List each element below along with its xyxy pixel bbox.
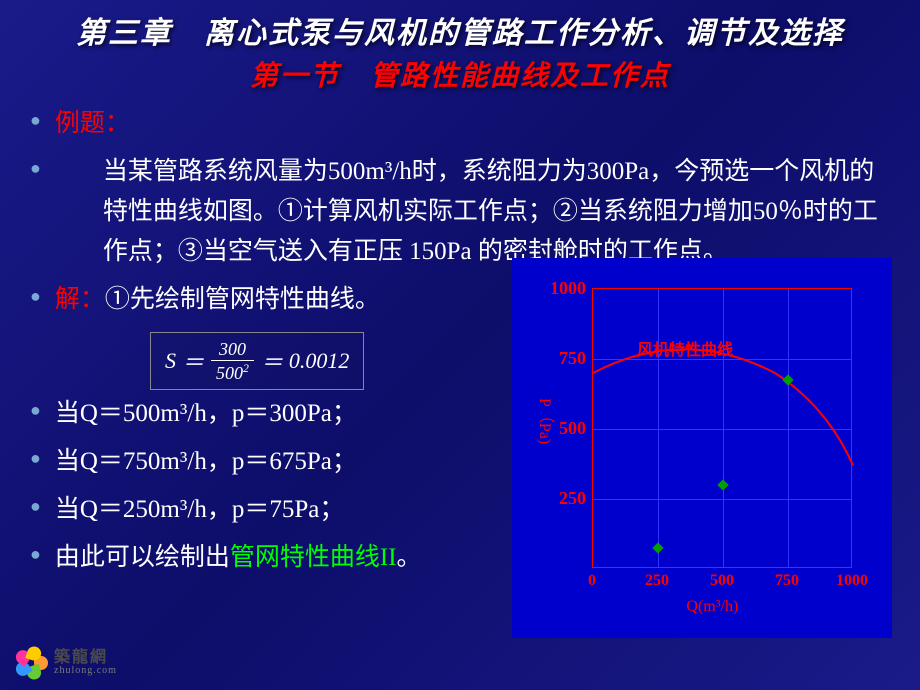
bullet-icon: ● bbox=[30, 158, 41, 179]
y-tick-label: 750 bbox=[526, 348, 586, 369]
data-line-2: ● 当Q＝750m³/h，p＝675Pa； bbox=[30, 442, 520, 482]
bullet-icon: ● bbox=[30, 448, 41, 469]
formula-box: S ＝ 300 5002 ＝ 0.0012 bbox=[150, 332, 364, 390]
conclusion-line: ● 由此可以绘制出管网特性曲线II。 bbox=[30, 538, 520, 578]
formula-fraction: 300 5002 bbox=[210, 339, 255, 383]
conclusion-green: 管网特性曲线II bbox=[230, 544, 397, 571]
data-line-1: ● 当Q＝500m³/h，p＝300Pa； bbox=[30, 394, 520, 434]
formula-lhs: S bbox=[165, 348, 176, 374]
bullet-icon: ● bbox=[30, 110, 41, 131]
logo-en: zhulong.com bbox=[54, 666, 117, 676]
data-text-2: 当Q＝750m³/h，p＝675Pa； bbox=[55, 442, 520, 482]
conclusion-suffix: 。 bbox=[397, 544, 422, 571]
logo-text: 築龍網 zhulong.com bbox=[54, 650, 117, 676]
formula-eq1: ＝ bbox=[182, 345, 204, 377]
plot-area bbox=[592, 288, 852, 568]
formula-eq2: ＝ bbox=[261, 345, 283, 377]
bullet-icon: ● bbox=[30, 496, 41, 517]
solution-step1: ①先绘制管网特性曲线。 bbox=[105, 286, 380, 313]
chart: 风机特性曲线 P（Pa) Q(m³/h) 2505007501000 02505… bbox=[522, 268, 882, 628]
solution-text: 解：①先绘制管网特性曲线。 bbox=[55, 280, 520, 320]
fan-curve bbox=[593, 289, 853, 569]
chart-container: 风机特性曲线 P（Pa) Q(m³/h) 2505007501000 02505… bbox=[512, 258, 892, 638]
y-tick-label: 500 bbox=[526, 418, 586, 439]
bullet-icon: ● bbox=[30, 544, 41, 565]
data-line-3: ● 当Q＝250m³/h，p＝75Pa； bbox=[30, 490, 520, 530]
x-axis-title: Q(m³/h) bbox=[686, 598, 738, 616]
formula-result: 0.0012 bbox=[289, 348, 350, 374]
problem-text: 当某管路系统风量为500m³/h时，系统阻力为300Pa，今预选一个风机的特性曲… bbox=[55, 152, 890, 272]
formula: S ＝ 300 5002 ＝ 0.0012 bbox=[165, 339, 349, 383]
chapter-title: 第三章 离心式泵与风机的管路工作分析、调节及选择 bbox=[30, 8, 890, 52]
solution-line: ● 解：①先绘制管网特性曲线。 bbox=[30, 280, 520, 320]
x-tick-label: 750 bbox=[775, 572, 799, 590]
formula-numerator: 300 bbox=[211, 339, 254, 361]
solution-label: 解： bbox=[55, 286, 105, 313]
curve-label: 风机特性曲线 bbox=[637, 336, 733, 360]
logo-cn: 築龍網 bbox=[54, 650, 117, 666]
logo-icon bbox=[14, 646, 48, 680]
bullet-icon: ● bbox=[30, 286, 41, 307]
y-tick-label: 250 bbox=[526, 488, 586, 509]
bullet-icon: ● bbox=[30, 400, 41, 421]
x-tick-label: 250 bbox=[645, 572, 669, 590]
data-text-3: 当Q＝250m³/h，p＝75Pa； bbox=[55, 490, 520, 530]
example-heading: ● 例题： bbox=[30, 104, 890, 144]
example-label: 例题： bbox=[55, 104, 890, 144]
data-text-1: 当Q＝500m³/h，p＝300Pa； bbox=[55, 394, 520, 434]
conclusion-prefix: 由此可以绘制出 bbox=[55, 544, 230, 571]
x-tick-label: 1000 bbox=[836, 572, 868, 590]
formula-denominator: 5002 bbox=[210, 361, 255, 383]
conclusion-text: 由此可以绘制出管网特性曲线II。 bbox=[55, 538, 520, 578]
y-tick-label: 1000 bbox=[526, 278, 586, 299]
problem-statement: ● 当某管路系统风量为500m³/h时，系统阻力为300Pa，今预选一个风机的特… bbox=[30, 152, 890, 272]
section-title: 第一节 管路性能曲线及工作点 bbox=[30, 54, 890, 94]
x-tick-label: 0 bbox=[588, 572, 596, 590]
slide: 第三章 离心式泵与风机的管路工作分析、调节及选择 第一节 管路性能曲线及工作点 … bbox=[0, 0, 920, 690]
x-tick-label: 500 bbox=[710, 572, 734, 590]
logo: 築龍網 zhulong.com bbox=[14, 646, 117, 680]
